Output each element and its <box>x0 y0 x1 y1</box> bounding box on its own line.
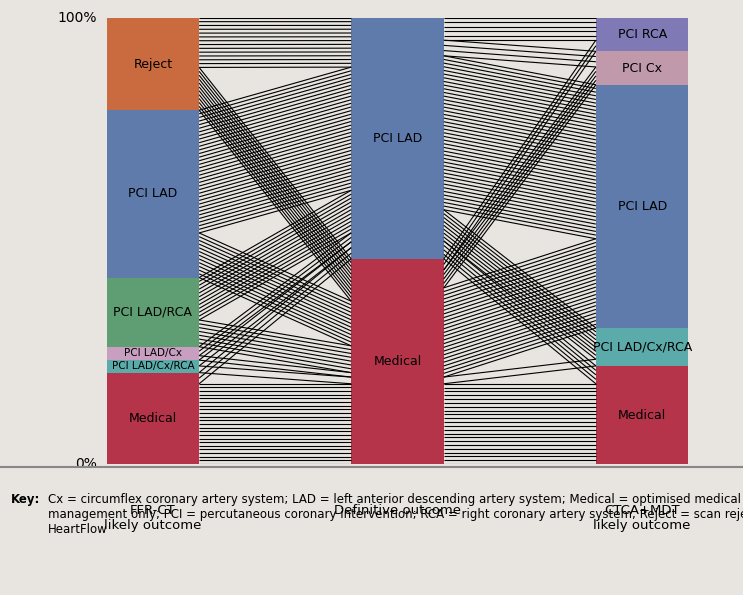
Text: PCI LAD/Cx/RCA: PCI LAD/Cx/RCA <box>111 361 194 371</box>
Bar <box>106 360 199 372</box>
Text: PCI LAD/RCA: PCI LAD/RCA <box>114 306 192 319</box>
Bar <box>106 372 199 464</box>
Bar <box>596 328 689 366</box>
Text: Definitive outcome: Definitive outcome <box>334 504 461 517</box>
Text: Key:: Key: <box>11 493 41 506</box>
Text: 100%: 100% <box>57 11 97 25</box>
Bar <box>106 18 199 110</box>
Bar <box>596 51 689 84</box>
Text: Medical: Medical <box>374 355 421 368</box>
Bar <box>106 347 199 360</box>
Text: Cx = circumflex coronary artery system; LAD = left anterior descending artery sy: Cx = circumflex coronary artery system; … <box>48 493 743 536</box>
Text: PCI Cx: PCI Cx <box>622 61 662 74</box>
Text: PCI LAD: PCI LAD <box>617 200 666 213</box>
Bar <box>596 84 689 328</box>
Bar <box>351 259 444 464</box>
Text: CTCA+MDT
likely outcome: CTCA+MDT likely outcome <box>594 504 691 533</box>
Bar <box>106 110 199 277</box>
Text: Medical: Medical <box>618 409 666 421</box>
Bar <box>596 366 689 464</box>
Text: PCI LAD: PCI LAD <box>129 187 178 201</box>
Bar <box>106 277 199 347</box>
Text: Reject: Reject <box>133 58 172 71</box>
Text: PCI LAD/Cx/RCA: PCI LAD/Cx/RCA <box>593 340 692 353</box>
Text: Medical: Medical <box>129 412 177 425</box>
Text: 0%: 0% <box>75 457 97 471</box>
Text: PCI RCA: PCI RCA <box>617 28 666 41</box>
Bar <box>596 18 689 51</box>
Text: PCI LAD/Cx: PCI LAD/Cx <box>124 349 182 358</box>
Text: PCI LAD: PCI LAD <box>373 132 422 145</box>
Text: FFR-CT
likely outcome: FFR-CT likely outcome <box>104 504 201 533</box>
Bar <box>351 18 444 259</box>
